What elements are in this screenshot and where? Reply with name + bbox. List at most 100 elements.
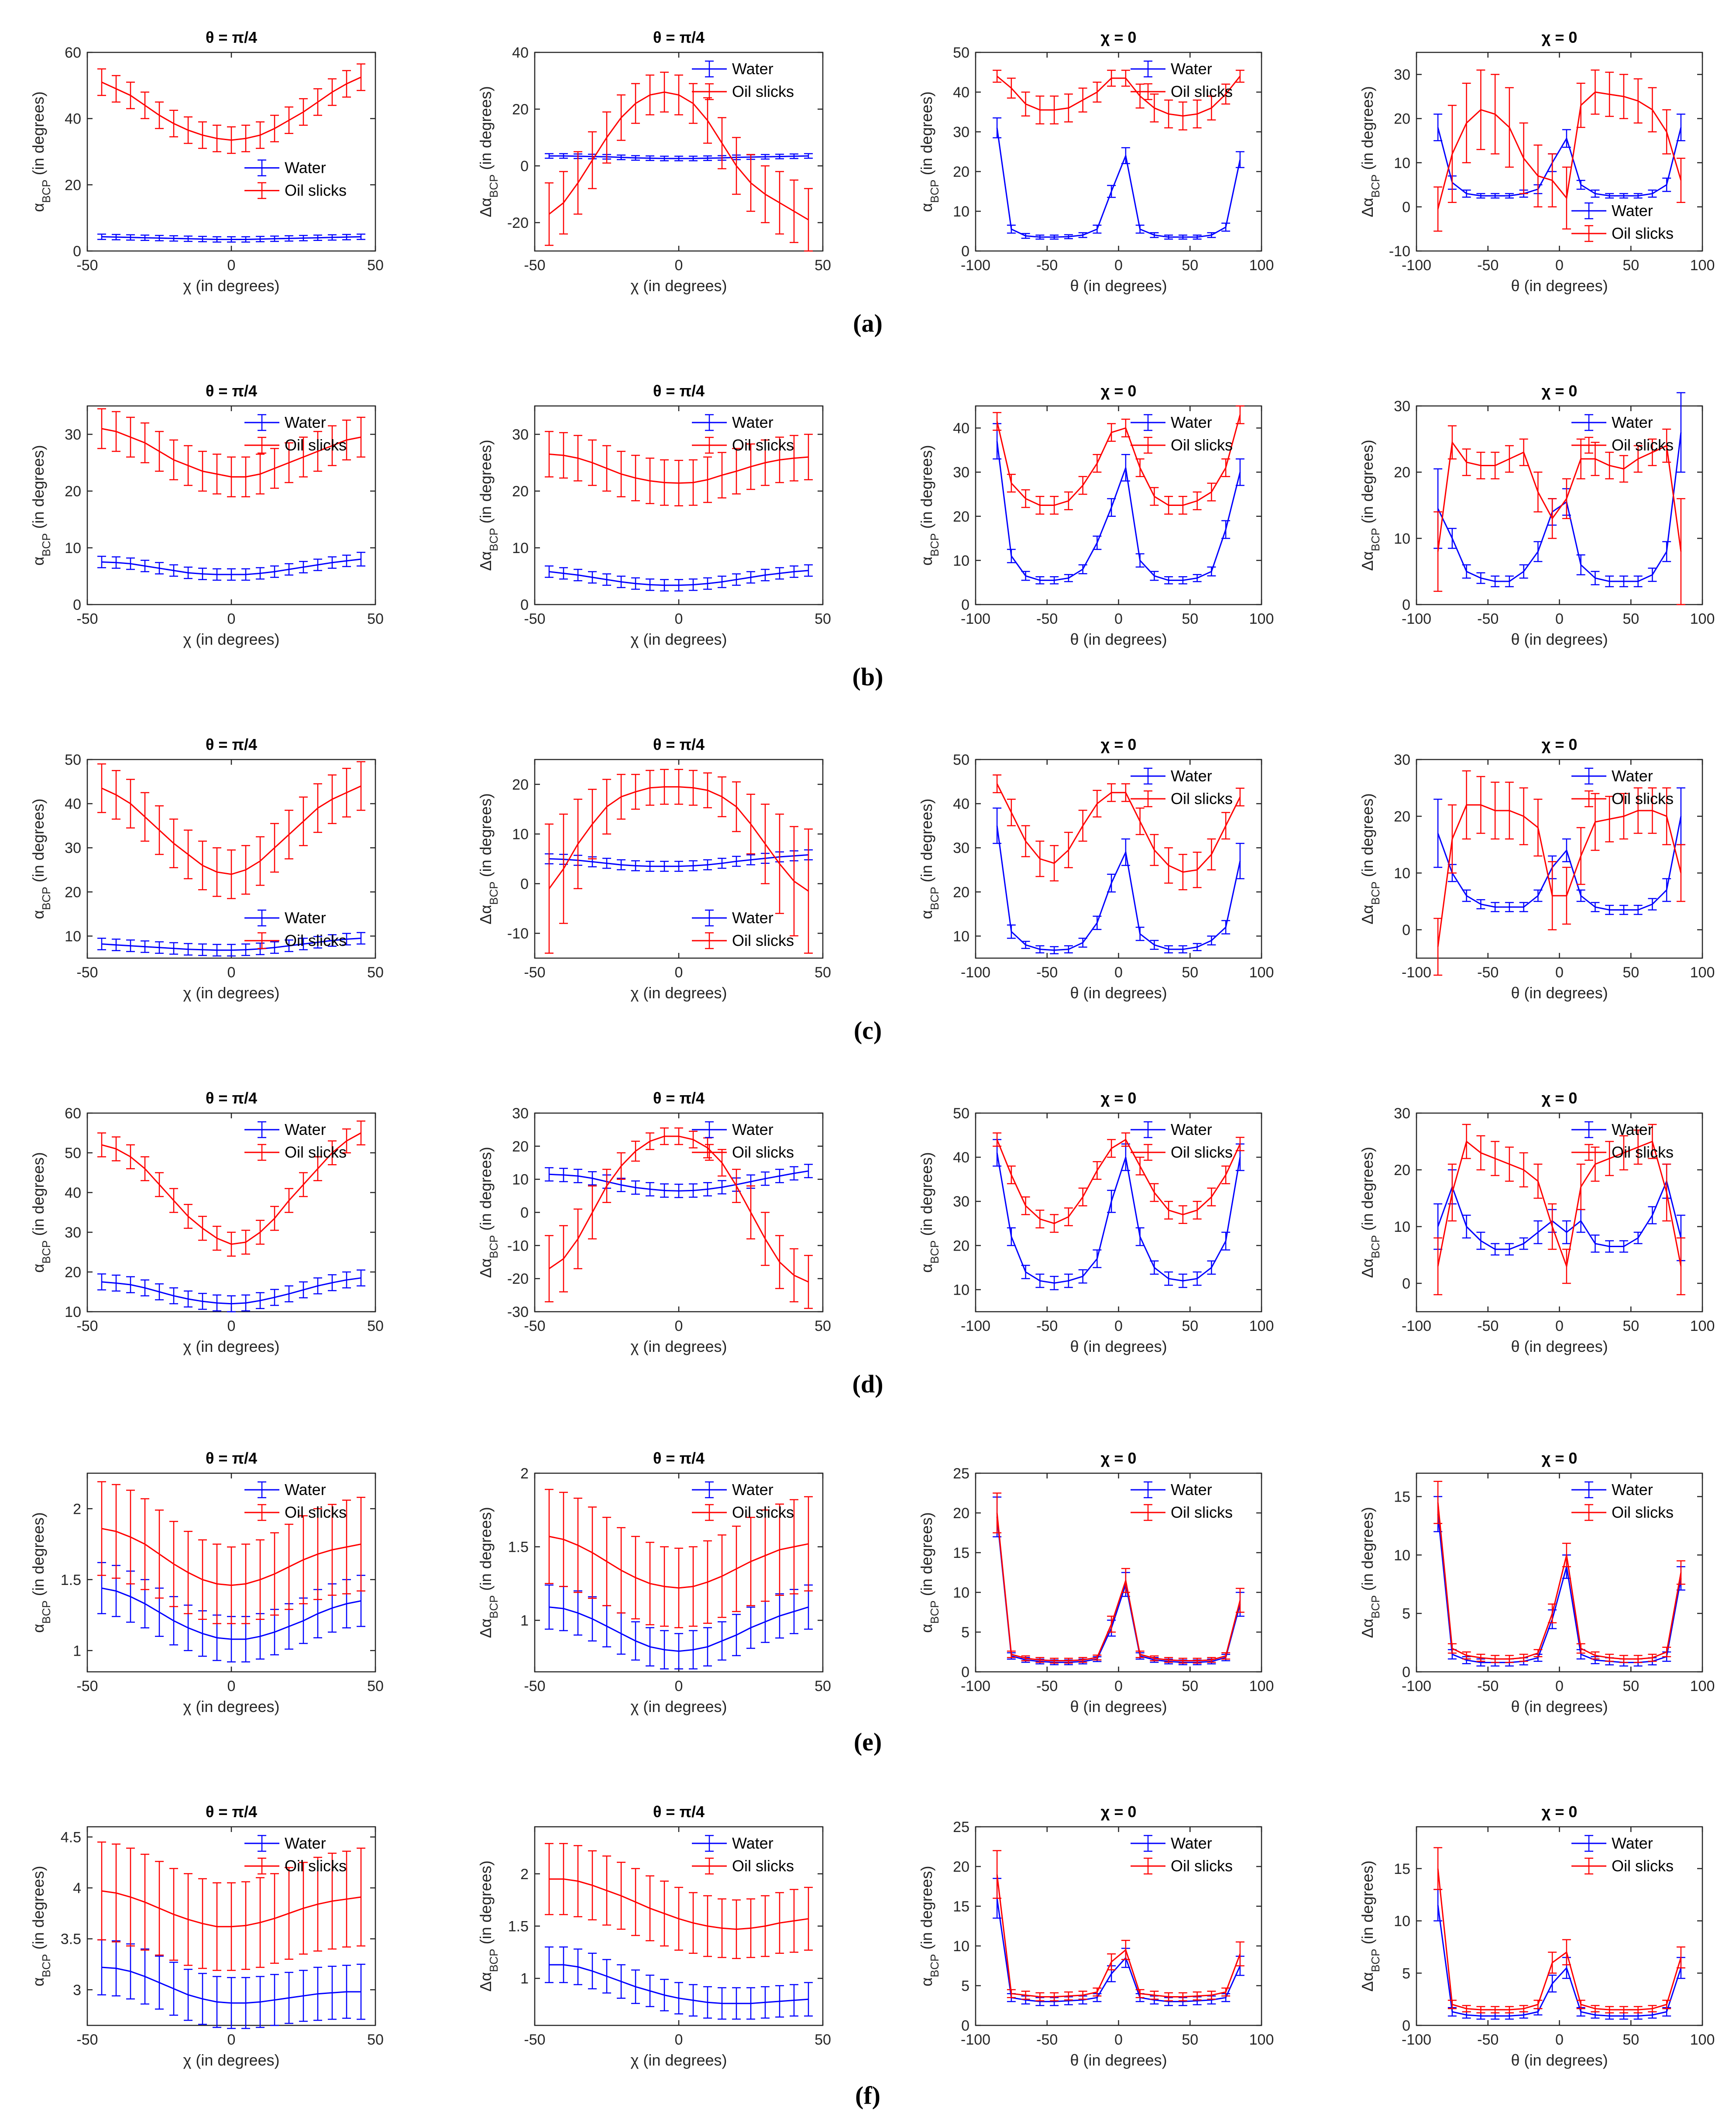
- y-tick-label: 1: [73, 1643, 81, 1659]
- panel-e-1: -50 0 50 1 1.5 2 χ (in degrees) αBCP (in degree…: [29, 1449, 384, 1715]
- y-tick-label: 2: [520, 1866, 529, 1883]
- y-tick-label: 5: [1402, 1605, 1410, 1622]
- panel-c-1: -50 0 50 10 20 30 40 50 χ (in degrees) αBCP (in d…: [29, 736, 384, 1002]
- x-tick-label: -50: [1477, 611, 1499, 627]
- plot-title: θ = π/4: [206, 382, 257, 400]
- y-tick-label: 20: [512, 101, 529, 118]
- x-tick-label: 100: [1690, 2032, 1715, 2048]
- y-axis-label: ΔαBCP (in degrees): [1358, 793, 1382, 924]
- y-tick-label: 1: [520, 1612, 529, 1629]
- x-tick-label: 0: [675, 1678, 683, 1695]
- legend: Water Oil slicks: [244, 1121, 347, 1161]
- y-tick-label: 5: [961, 1624, 969, 1641]
- series-water: [545, 564, 813, 592]
- y-tick-label: 0: [961, 597, 969, 613]
- legend: Water Oil slicks: [692, 1834, 794, 1875]
- series-oil: [545, 1843, 813, 1959]
- plot-title: χ = 0: [1101, 1803, 1137, 1821]
- y-tick-label: 10: [953, 553, 969, 569]
- legend-label: Oil slicks: [1612, 1503, 1674, 1521]
- y-axis-label: ΔαBCP (in degrees): [477, 440, 500, 571]
- x-axis-label: θ (in degrees): [1511, 984, 1608, 1002]
- legend: Water Oil slicks: [692, 1481, 794, 1521]
- y-tick-label: 20: [1394, 808, 1410, 825]
- plot-title: χ = 0: [1101, 1089, 1137, 1107]
- y-tick-label: 25: [953, 1465, 969, 1482]
- series-oil: [545, 769, 813, 954]
- x-tick-label: 50: [367, 611, 384, 627]
- plot-title: χ = 0: [1542, 1089, 1578, 1107]
- y-tick-label: 30: [953, 1193, 969, 1210]
- y-tick-label: 0: [961, 1664, 969, 1681]
- legend-label: Oil slicks: [1612, 224, 1674, 242]
- legend-label: Oil slicks: [1171, 790, 1233, 808]
- x-axis-label: θ (in degrees): [1511, 277, 1608, 295]
- y-axis-label: αBCP (in degrees): [918, 798, 941, 919]
- y-tick-label: 15: [1394, 1861, 1410, 1877]
- x-tick-label: 100: [1249, 257, 1274, 274]
- y-tick-label: 50: [65, 752, 81, 768]
- x-tick-label: -50: [76, 257, 98, 274]
- series-oil: [97, 408, 365, 498]
- legend-label: Oil slicks: [285, 1143, 347, 1161]
- x-axis-label: θ (in degrees): [1070, 1337, 1167, 1355]
- series-line: [1437, 432, 1682, 582]
- series-line: [1437, 816, 1682, 911]
- plot-title: θ = π/4: [206, 1803, 257, 1821]
- y-tick-label: 10: [953, 928, 969, 945]
- x-tick-label: -100: [1402, 257, 1431, 274]
- y-tick-label: 30: [512, 1105, 529, 1122]
- y-tick-label: 10: [1394, 1219, 1410, 1235]
- y-axis-label: ΔαBCP (in degrees): [477, 86, 500, 217]
- series-line: [1437, 1868, 1682, 2011]
- x-tick-label: 50: [1623, 2032, 1639, 2048]
- legend-label: Water: [285, 909, 326, 927]
- plot-title: θ = π/4: [206, 1089, 257, 1107]
- y-tick-label: 10: [512, 540, 529, 557]
- series-line: [996, 1512, 1241, 1661]
- legend: Water Oil slicks: [244, 909, 347, 949]
- legend-label: Oil slicks: [285, 182, 347, 199]
- y-axis-label: αBCP (in degrees): [918, 1512, 941, 1633]
- x-tick-label: -50: [1036, 2032, 1058, 2048]
- y-tick-label: -20: [507, 1271, 529, 1287]
- y-axis-label: ΔαBCP (in degrees): [1358, 1507, 1382, 1638]
- y-tick-label: 10: [65, 1304, 81, 1320]
- y-tick-label: 10: [1394, 1547, 1410, 1564]
- x-tick-label: 50: [367, 1318, 384, 1334]
- x-axis-label: χ (in degrees): [183, 630, 280, 648]
- y-tick-label: 15: [953, 1545, 969, 1561]
- series-oil: [97, 1481, 365, 1624]
- x-axis-label: θ (in degrees): [1511, 2051, 1608, 2069]
- series-line: [1437, 1905, 1682, 2017]
- y-tick-label: 1.5: [508, 1918, 529, 1935]
- legend-label: Oil slicks: [285, 932, 347, 949]
- x-tick-label: 0: [1555, 1678, 1564, 1695]
- series-line: [996, 825, 1241, 951]
- legend-label: Oil slicks: [1612, 436, 1674, 454]
- y-tick-label: 20: [953, 509, 969, 525]
- x-axis-label: θ (in degrees): [1511, 630, 1608, 648]
- y-tick-label: -30: [507, 1304, 529, 1320]
- x-axis-label: χ (in degrees): [631, 2051, 727, 2069]
- y-tick-label: -10: [507, 1237, 529, 1254]
- series-oil: [545, 1488, 813, 1629]
- series-oil: [1433, 425, 1685, 605]
- x-tick-label: -50: [1477, 2032, 1499, 2048]
- series-oil: [1433, 770, 1685, 976]
- series-line: [1437, 1140, 1682, 1269]
- y-axis-label: ΔαBCP (in degrees): [477, 1860, 500, 1991]
- x-axis-label: χ (in degrees): [183, 1337, 280, 1355]
- series-oil: [993, 1492, 1244, 1664]
- x-tick-label: -50: [524, 1318, 545, 1334]
- x-axis-label: θ (in degrees): [1070, 1698, 1167, 1715]
- x-axis-label: χ (in degrees): [183, 1698, 280, 1715]
- series-line: [996, 783, 1241, 873]
- panel-d-3: -100 -50 0 50 100 10 20 30 40 50 θ (in degrees) αBC…: [918, 1089, 1274, 1355]
- plot-title: θ = π/4: [653, 736, 705, 753]
- series-oil: [993, 405, 1244, 515]
- legend-label: Oil slicks: [285, 1503, 347, 1521]
- legend-label: Oil slicks: [732, 1503, 794, 1521]
- y-tick-label: 40: [953, 84, 969, 101]
- x-axis-label: θ (in degrees): [1070, 2051, 1167, 2069]
